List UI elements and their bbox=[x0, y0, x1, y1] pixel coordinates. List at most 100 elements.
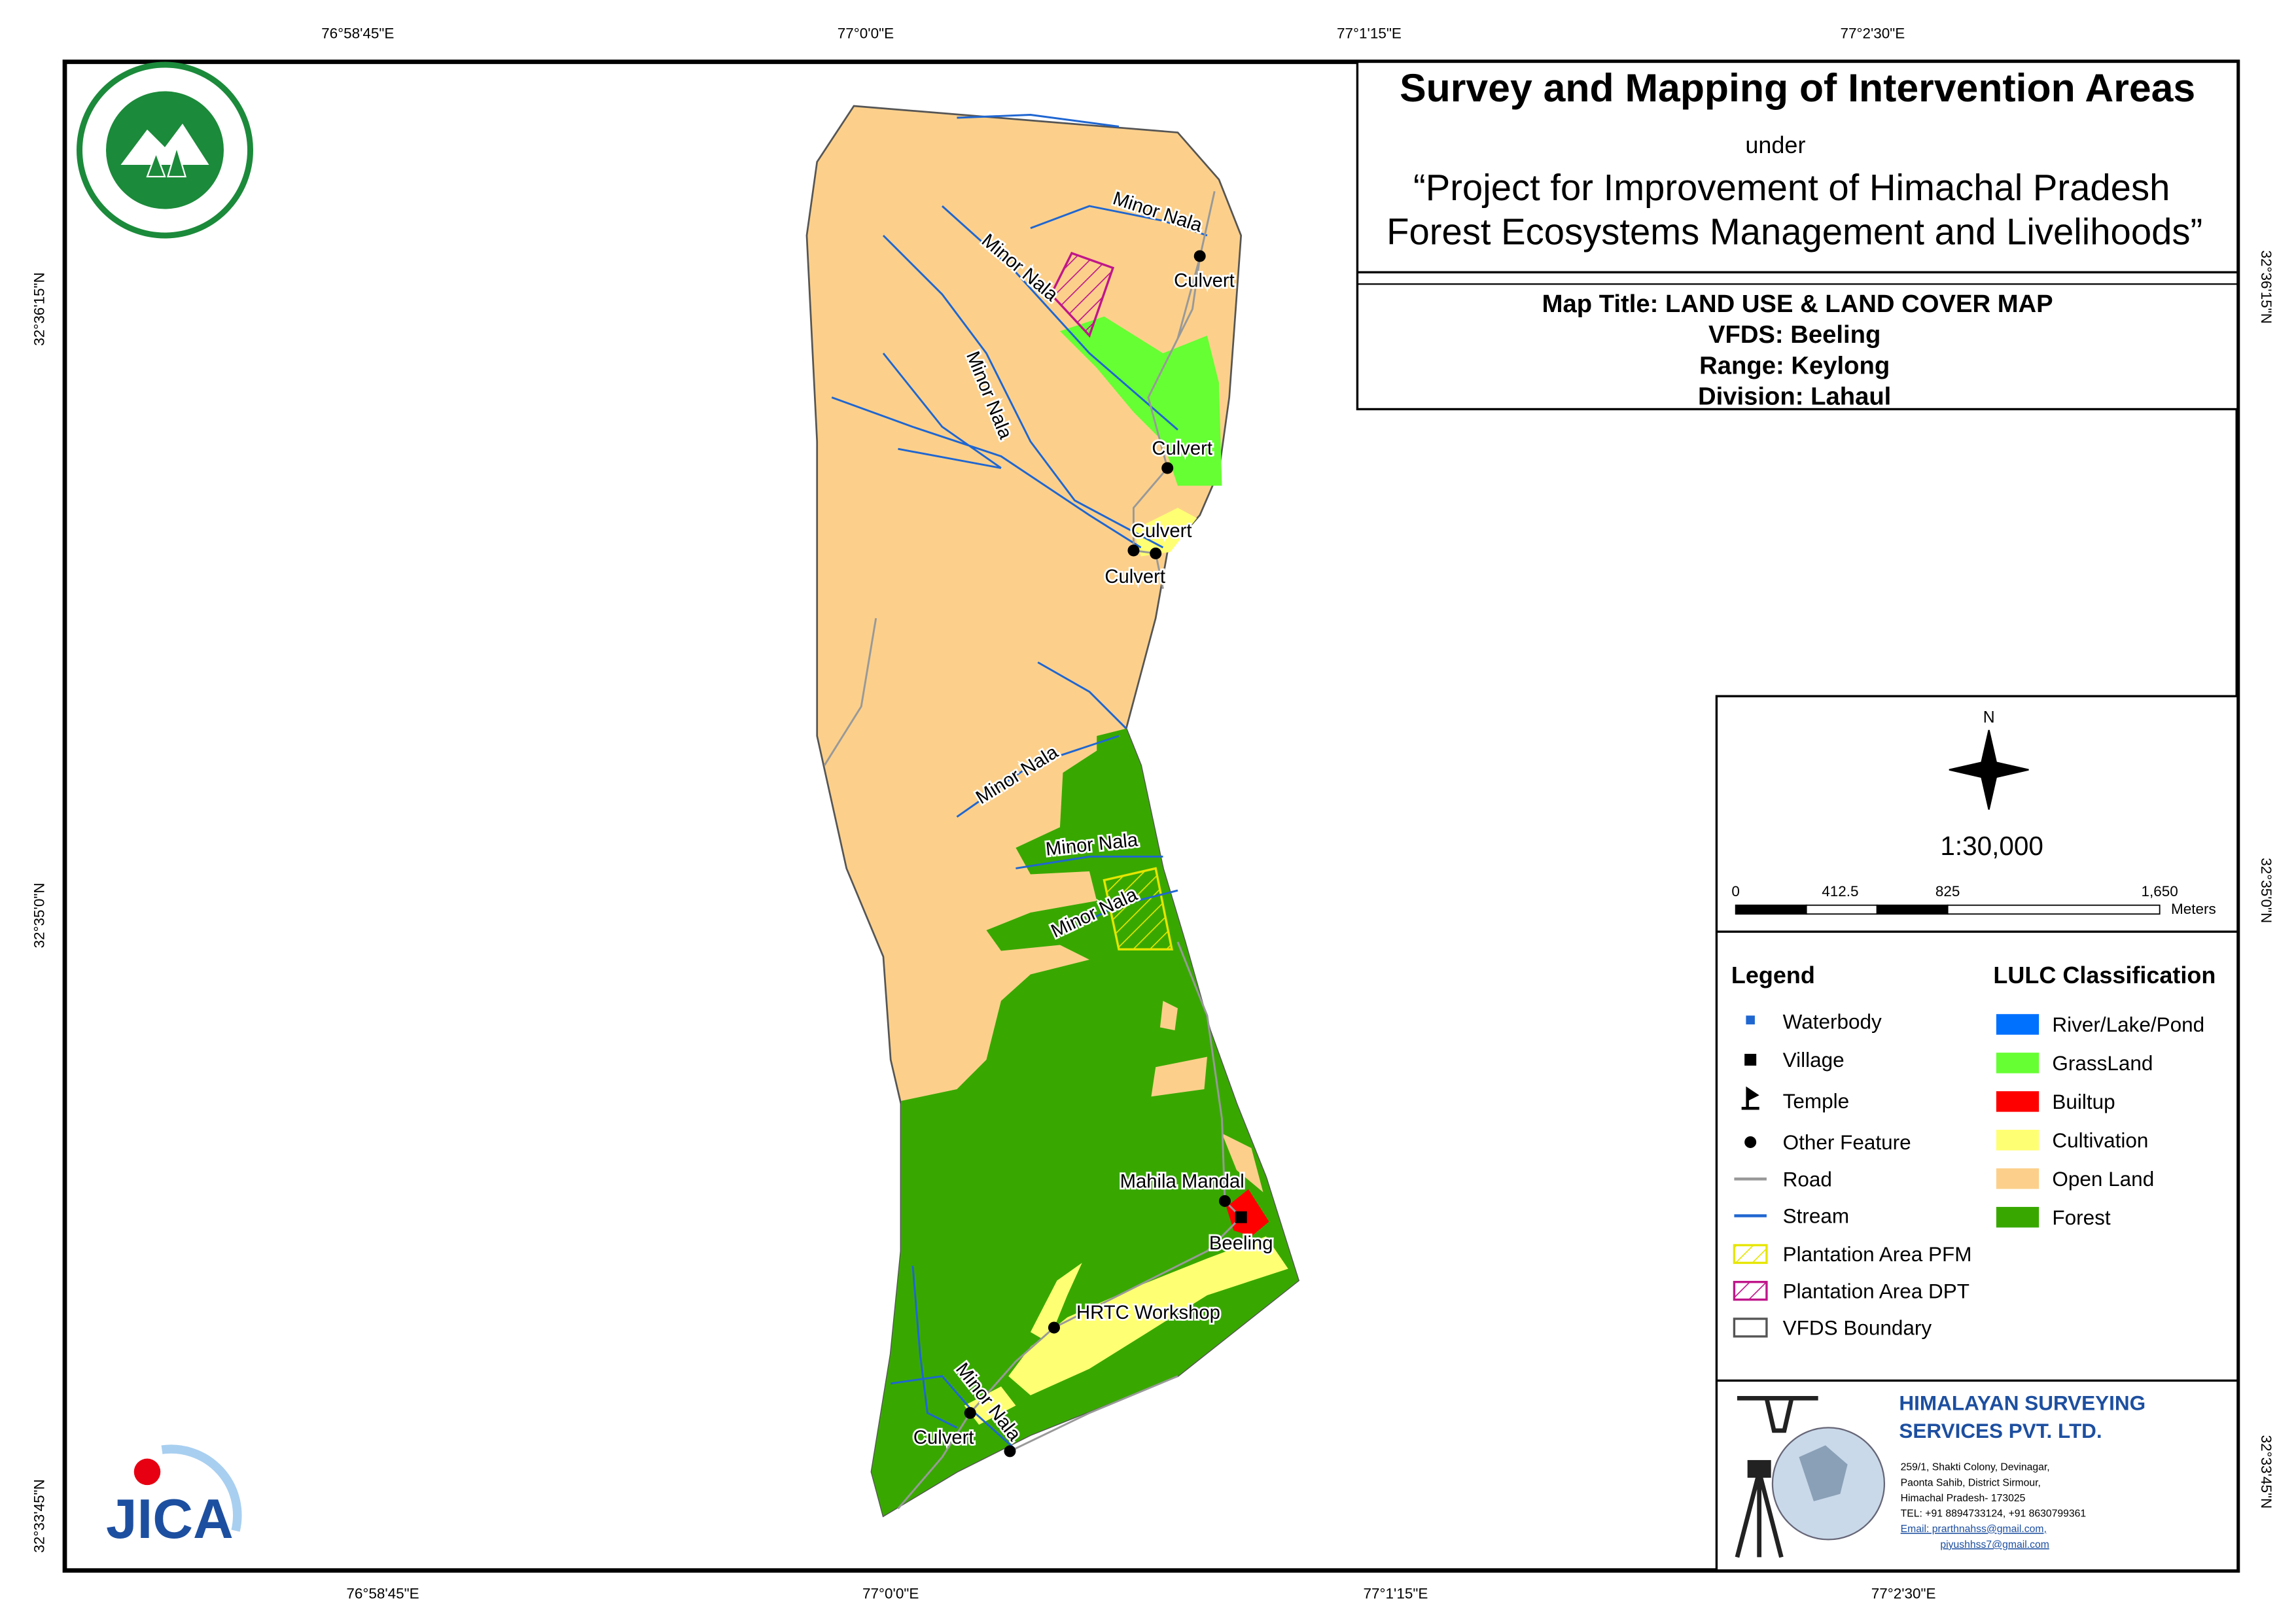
company-address: Himachal Pradesh- 173025 bbox=[1901, 1493, 2026, 1504]
grassland bbox=[1059, 316, 1222, 486]
culvert-point bbox=[1127, 544, 1140, 557]
map-label: Culvert bbox=[1152, 438, 1212, 459]
scale-unit: Meters bbox=[2171, 901, 2216, 917]
project-line: Forest Ecosystems Management and Livelih… bbox=[1386, 211, 2202, 252]
cultivation bbox=[1008, 1236, 1288, 1395]
legend-symbols bbox=[1733, 1015, 1768, 1338]
legend-label: Waterbody bbox=[1783, 1010, 1882, 1034]
open-land-patch bbox=[1151, 1000, 1263, 1193]
lulc-swatch bbox=[1996, 1168, 2040, 1189]
coord-label: 77°0'0"E bbox=[838, 25, 894, 41]
builtup bbox=[1226, 1189, 1269, 1236]
company-address: Paonta Sahib, District Sirmour, bbox=[1901, 1477, 2041, 1488]
coord-label: 77°0'0"E bbox=[862, 1585, 919, 1601]
points bbox=[964, 250, 1247, 1457]
side-panel: N 1:30,000 0 412.5 825 1,650 Meters Lege… bbox=[1715, 695, 2239, 1572]
company-address: piyushhss7@gmail.com bbox=[1940, 1539, 2049, 1550]
company-logo bbox=[1735, 1396, 1886, 1558]
map-label: Culvert bbox=[1174, 271, 1235, 292]
graticule: 76°58'45"E 77°0'0"E 77°1'15"E 77°2'30"E … bbox=[31, 25, 2274, 1601]
lulc-label: Cultivation bbox=[2052, 1128, 2148, 1152]
coord-label: 32°35'0"N bbox=[2258, 858, 2274, 923]
plantation-dpt bbox=[1050, 251, 1115, 338]
coord-label: 77°1'15"E bbox=[1337, 25, 1402, 41]
lulc-swatch bbox=[1996, 1053, 2040, 1073]
lulc-label: Open Land bbox=[2052, 1167, 2154, 1191]
lulc-swatch bbox=[1996, 1014, 2040, 1035]
scale-tick: 0 bbox=[1731, 883, 1740, 899]
lulc-title: LULC Classification bbox=[1993, 962, 2216, 988]
map-info: VFDS: Beeling bbox=[1708, 321, 1881, 349]
lulc-label: River/Lake/Pond bbox=[2052, 1013, 2204, 1036]
title: Survey and Mapping of Intervention Areas bbox=[1400, 65, 2195, 110]
coord-label: 76°58'45"E bbox=[346, 1585, 419, 1601]
streams bbox=[831, 114, 1208, 1451]
coord-label: 32°33'45"N bbox=[31, 1479, 48, 1553]
lulc-label: Forest bbox=[2052, 1206, 2110, 1229]
map-label: HRTC Workshop bbox=[1076, 1302, 1220, 1323]
lulc-label: Builtup bbox=[2052, 1090, 2115, 1113]
culvert-point bbox=[1150, 547, 1162, 559]
scale-bar bbox=[1735, 904, 2161, 915]
coord-label: 77°2'30"E bbox=[1841, 25, 1905, 41]
coord-label: 77°1'15"E bbox=[1364, 1585, 1428, 1601]
lulc-label: GrassLand bbox=[2052, 1051, 2153, 1075]
plantation-pfm bbox=[1103, 867, 1174, 951]
map-label: Culvert bbox=[913, 1427, 974, 1448]
culvert-point bbox=[964, 1406, 976, 1419]
map-label: Beeling bbox=[1209, 1233, 1273, 1254]
map-label: Mahila Mandal bbox=[1120, 1172, 1245, 1193]
map-label: Culvert bbox=[1131, 521, 1192, 542]
legend-label: Plantation Area DPT bbox=[1783, 1279, 1969, 1302]
lulc-swatch bbox=[1996, 1091, 2040, 1112]
company-address: TEL: +91 8894733124, +91 8630799361 bbox=[1901, 1509, 2086, 1520]
forest-dept-logo bbox=[76, 61, 253, 239]
coord-label: 32°36'15"N bbox=[2258, 250, 2274, 324]
project-line: “Project for Improvement of Himachal Pra… bbox=[1413, 167, 2170, 208]
forest bbox=[871, 728, 1299, 1516]
coord-label: 77°2'30"E bbox=[1871, 1585, 1936, 1601]
legend-label: Road bbox=[1783, 1167, 1832, 1191]
feature-point bbox=[1218, 1195, 1231, 1207]
scale-tick: 825 bbox=[1935, 883, 1960, 899]
culvert-point bbox=[1161, 462, 1174, 474]
subtitle: under bbox=[1745, 131, 1805, 158]
legend-title: Legend bbox=[1731, 962, 1815, 988]
coord-label: 32°35'0"N bbox=[31, 882, 48, 948]
jica-logo: JICA bbox=[106, 1444, 242, 1550]
cultivation bbox=[1133, 508, 1197, 557]
map-info: Division: Lahaul bbox=[1698, 383, 1891, 411]
map-info: Range: Keylong bbox=[1699, 351, 1890, 379]
legend-label: Village bbox=[1783, 1048, 1845, 1072]
company-address: 259/1, Shakti Colony, Devinagar, bbox=[1901, 1462, 2050, 1473]
culvert-point bbox=[1004, 1445, 1016, 1457]
legend-label: VFDS Boundary bbox=[1783, 1316, 1932, 1340]
map-title: Map Title: LAND USE & LAND COVER MAP bbox=[1542, 290, 2053, 318]
coord-label: 32°36'15"N bbox=[31, 272, 48, 346]
scale-ratio: 1:30,000 bbox=[1940, 831, 2043, 861]
land-cover bbox=[805, 105, 1300, 1518]
feature-point bbox=[1048, 1321, 1060, 1334]
title-panel: Survey and Mapping of Intervention Areas… bbox=[1356, 60, 2239, 411]
north-label: N bbox=[1983, 709, 1995, 727]
jica-text: JICA bbox=[106, 1488, 234, 1550]
scale-tick: 412.5 bbox=[1822, 883, 1858, 899]
lulc-swatch bbox=[1996, 1206, 2040, 1228]
legend-label: Plantation Area PFM bbox=[1783, 1242, 1972, 1266]
coord-label: 76°58'45"E bbox=[321, 25, 394, 41]
legend-label: Stream bbox=[1783, 1204, 1849, 1228]
company-name: HIMALAYAN SURVEYING bbox=[1899, 1391, 2146, 1414]
north-arrow bbox=[1949, 729, 2029, 810]
legend-label: Other Feature bbox=[1783, 1130, 1911, 1154]
map-label: Culvert bbox=[1104, 567, 1165, 587]
scale-tick: 1,650 bbox=[2142, 883, 2178, 899]
village-point bbox=[1235, 1211, 1247, 1223]
lulc-swatch bbox=[1996, 1130, 2040, 1151]
culvert-point bbox=[1193, 250, 1206, 262]
cultivation bbox=[964, 1263, 1082, 1425]
coord-label: 32°33'45"N bbox=[2258, 1435, 2274, 1509]
company-name: SERVICES PVT. LTD. bbox=[1899, 1419, 2102, 1442]
legend-label: Temple bbox=[1783, 1089, 1850, 1113]
company-address: Email: prarthnahss@gmail.com, bbox=[1901, 1524, 2047, 1535]
